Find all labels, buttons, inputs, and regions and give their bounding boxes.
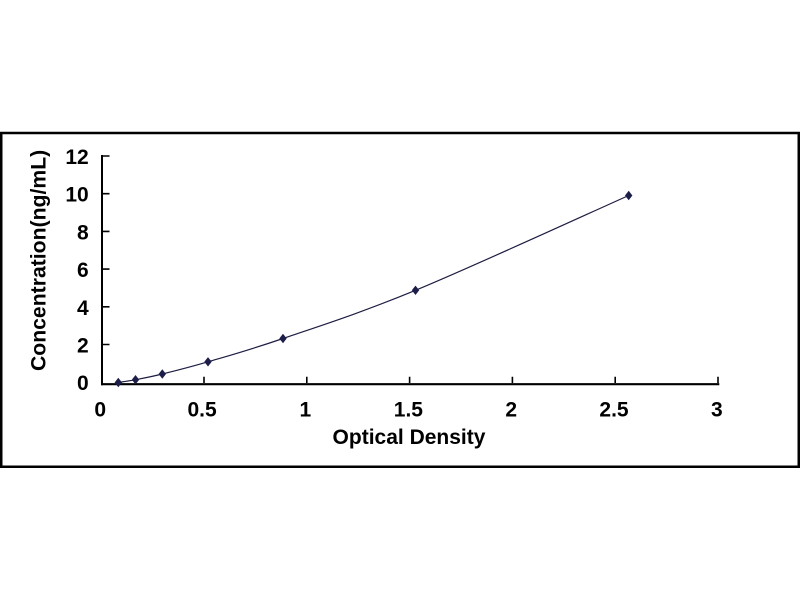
svg-text:1: 1 — [299, 399, 311, 422]
svg-text:0: 0 — [77, 372, 89, 395]
svg-text:Concentration(ng/mL): Concentration(ng/mL) — [28, 150, 51, 371]
svg-text:10: 10 — [65, 184, 88, 207]
svg-text:2: 2 — [77, 335, 89, 358]
svg-text:2.5: 2.5 — [599, 399, 629, 422]
svg-text:8: 8 — [77, 221, 89, 244]
svg-text:0: 0 — [94, 399, 106, 422]
svg-text:1.5: 1.5 — [394, 399, 424, 422]
svg-text:2: 2 — [505, 399, 517, 422]
svg-text:12: 12 — [65, 146, 88, 169]
svg-text:4: 4 — [77, 297, 89, 320]
svg-text:3: 3 — [711, 399, 723, 422]
svg-text:Optical Density: Optical Density — [333, 426, 486, 449]
svg-text:6: 6 — [77, 259, 89, 282]
svg-text:0.5: 0.5 — [187, 399, 217, 422]
